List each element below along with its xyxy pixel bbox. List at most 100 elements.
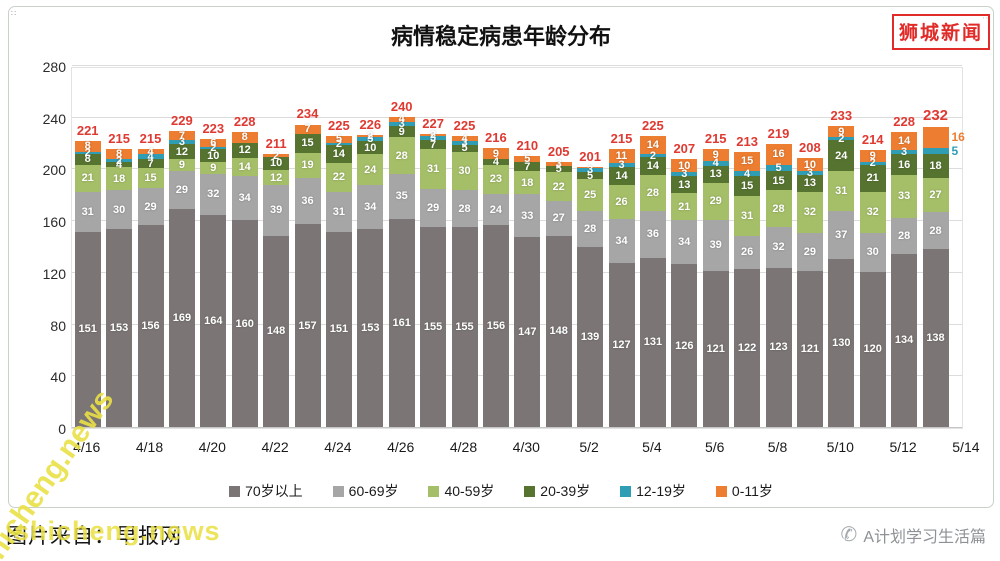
segment-value-label: 22 [552, 180, 565, 193]
bar-segment: 29 [702, 182, 729, 221]
bar-total-label: 225 [328, 118, 350, 134]
bar-total-label: 207 [673, 141, 696, 157]
segment-value-label: 16 [951, 130, 965, 145]
bar-segment: 2 [106, 155, 133, 166]
chart-title: 病情稳定病患年龄分布 [390, 24, 611, 49]
bar-segment: 153 [357, 229, 384, 427]
segment-value-label: 36 [646, 228, 660, 241]
bar-segment: 4 [734, 168, 761, 179]
segment-value-label: 29 [803, 245, 817, 258]
segment-value-label: 7 [178, 129, 185, 142]
bar-total-label: 225 [453, 118, 476, 134]
bar-segment: 12 [263, 169, 290, 186]
segment-value-label: 24 [835, 149, 848, 162]
bar-segment: 121 [796, 270, 823, 427]
bar-segment: 31 [74, 191, 101, 232]
segment-value-label: 28 [458, 202, 471, 215]
stacked-bar: 126 34 21 13 3 10 [671, 159, 698, 427]
segment-value-label: 121 [800, 342, 820, 355]
bar-segment: 28 [922, 212, 949, 249]
bar-segment: 156 [482, 225, 509, 427]
bar-total-label: 232 [922, 107, 949, 125]
bar-segment: 4 [451, 133, 478, 144]
segment-value-label: 9 [178, 159, 185, 172]
segment-value-label: 31 [426, 163, 440, 176]
bar-segment: 36 [639, 211, 666, 258]
segment-value-label: 37 [835, 229, 848, 242]
bar-segment: 4 [388, 114, 415, 125]
segment-value-label: 138 [926, 331, 945, 344]
legend-label: 0-11岁 [731, 483, 773, 499]
segment-value-label: 30 [112, 203, 126, 216]
bar-segment: 28 [577, 211, 604, 248]
segment-value-label: 14 [897, 135, 911, 148]
bar-segment: 2 [74, 147, 101, 158]
stacked-bar: 134 28 33 16 3 14 [891, 132, 918, 427]
segment-value-label: 31 [740, 209, 754, 222]
segment-value-label: 123 [769, 341, 788, 354]
stacked-bar: 130 37 31 24 2 9 [828, 125, 855, 427]
bar-segment: 39 [702, 220, 729, 271]
footer-brand: ✆ A计划学习生活篇 [841, 522, 986, 547]
bar-segment: 160 [231, 220, 258, 427]
legend-label: 70岁以上 [245, 483, 303, 499]
segment-value-label: 34 [678, 236, 691, 249]
x-tick-label: 5/6 [704, 439, 725, 455]
segment-value-label: 9 [712, 148, 719, 161]
bar-segment: 26 [734, 235, 761, 270]
chart-card: ∷ ∙∙ 病情稳定病患年龄分布 狮城新闻 151 31 21 8 2 8 221 153 30 1… [8, 6, 994, 508]
segment-value-label: 33 [897, 190, 911, 203]
segment-value-label: 26 [615, 196, 628, 209]
y-tick-label: 200 [42, 162, 66, 179]
bar-segment: 151 [325, 231, 352, 427]
bar-segment: 31 [828, 171, 855, 212]
segment-value-label: 34 [364, 201, 377, 214]
legend-item: 60-69岁 [332, 481, 398, 501]
bar-segment: 164 [200, 214, 227, 427]
bar-segment: 15 [734, 151, 761, 172]
segment-value-label: 148 [549, 325, 568, 338]
segment-value-label: 31 [332, 205, 346, 218]
bar-segment: 29 [137, 187, 164, 226]
bar-segment: 156 [137, 225, 164, 427]
segment-value-label: 15 [740, 155, 754, 168]
bar-segment: 21 [74, 164, 101, 192]
segment-value-label: 12 [238, 144, 251, 157]
bar-segment: 9 [168, 159, 195, 172]
bar-segment: 2 [357, 131, 384, 142]
segment-value-label: 155 [455, 320, 474, 333]
segment-value-label: 18 [112, 172, 126, 185]
bar-segment: 138 [922, 248, 949, 427]
legend-swatch [715, 485, 727, 497]
bar-segment: 18 [106, 167, 133, 191]
bar-segment: 9 [482, 147, 509, 160]
bar-segment: 3 [577, 165, 604, 176]
bar-segment: 8 [74, 141, 101, 152]
bar-segment: 16 [765, 143, 792, 165]
bar-segment: 3 [608, 160, 635, 171]
y-tick-label: 120 [42, 265, 66, 282]
segment-value-label: 39 [269, 204, 283, 217]
segment-value-label: 32 [207, 188, 220, 201]
segment-value-label: 12 [175, 145, 189, 158]
window-artifact-top-left: ∷ [11, 9, 18, 18]
segment-value-label: 29 [144, 200, 157, 213]
bar-segment: 15 [137, 168, 164, 188]
segment-value-label: 10 [364, 141, 377, 154]
bar-segment: 14 [639, 136, 666, 155]
stacked-bar: 160 34 14 12 8 [231, 132, 258, 427]
segment-value-label: 147 [518, 325, 537, 338]
segment-value-label: 9 [398, 125, 405, 138]
window-artifact-top-right: ∙∙ [982, 13, 989, 22]
bar-segment: 4 [702, 158, 729, 169]
bar-segment: 21 [859, 164, 886, 192]
bar-total-label: 221 [76, 123, 99, 139]
y-tick-label: 160 [42, 214, 66, 231]
segment-value-label: 14 [646, 139, 660, 152]
segment-value-label: 27 [552, 212, 565, 225]
bar-segment: 121 [702, 270, 729, 427]
bar-segment: 33 [514, 194, 541, 237]
bar-segment: 31 [420, 149, 447, 190]
x-tick-label: 4/30 [512, 439, 540, 455]
bar-segment: 24 [828, 140, 855, 172]
